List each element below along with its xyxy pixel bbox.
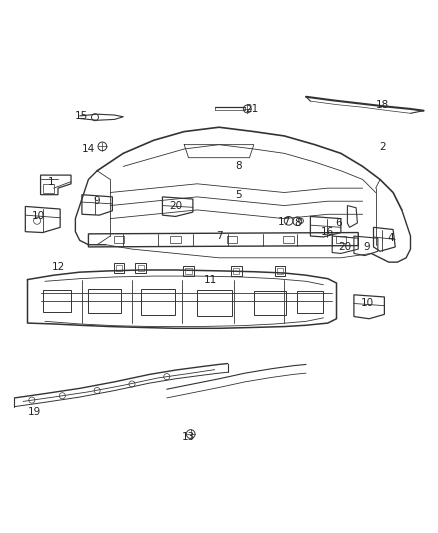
Text: 1: 1 — [48, 176, 55, 187]
Text: 10: 10 — [360, 298, 374, 309]
Text: 20: 20 — [169, 201, 182, 212]
Text: 5: 5 — [235, 190, 242, 200]
Text: 17: 17 — [278, 217, 291, 227]
Text: 18: 18 — [375, 100, 389, 110]
Bar — [141, 289, 176, 315]
Text: 20: 20 — [339, 242, 352, 252]
Bar — [114, 237, 124, 243]
Bar — [135, 263, 146, 273]
Bar — [138, 265, 144, 271]
Text: 13: 13 — [182, 432, 195, 442]
Text: 10: 10 — [32, 212, 45, 221]
Text: 11: 11 — [204, 276, 217, 286]
Text: 9: 9 — [364, 242, 370, 252]
Bar — [254, 292, 286, 315]
Text: 15: 15 — [75, 111, 88, 122]
Text: 6: 6 — [336, 218, 342, 228]
Text: 19: 19 — [28, 407, 41, 417]
Text: 8: 8 — [235, 161, 242, 172]
Bar — [227, 237, 237, 243]
Bar — [297, 292, 323, 313]
Bar — [336, 237, 346, 243]
Bar — [43, 290, 71, 312]
Text: 16: 16 — [321, 227, 335, 237]
Text: 2: 2 — [379, 142, 385, 152]
Text: 9: 9 — [94, 196, 100, 206]
Bar — [184, 265, 194, 276]
Text: 14: 14 — [82, 144, 95, 154]
Text: 8: 8 — [294, 218, 300, 228]
Bar — [116, 265, 122, 271]
Bar — [43, 184, 53, 192]
Bar — [185, 268, 191, 274]
Bar — [283, 237, 294, 243]
Bar — [114, 263, 124, 273]
Bar — [233, 268, 240, 274]
Text: 7: 7 — [215, 231, 223, 241]
Bar — [277, 268, 283, 274]
Text: 21: 21 — [245, 104, 258, 114]
Bar — [197, 290, 232, 316]
Bar — [88, 289, 121, 313]
Bar — [231, 265, 242, 276]
Text: 4: 4 — [388, 233, 394, 243]
Bar — [275, 265, 285, 276]
Bar — [170, 237, 181, 243]
Text: 12: 12 — [51, 262, 64, 272]
